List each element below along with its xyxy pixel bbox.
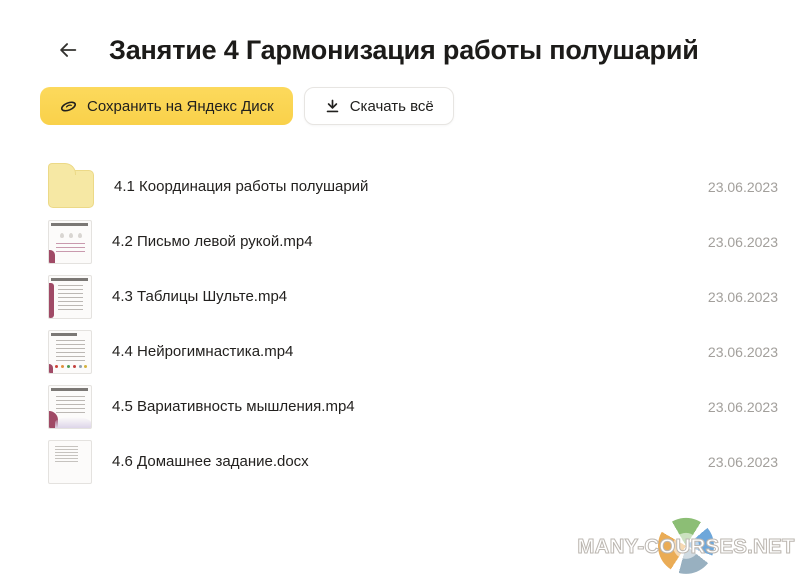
thumbnail-detail bbox=[60, 232, 64, 238]
file-name: 4.4 Нейрогимнастика.mp4 bbox=[112, 343, 294, 360]
watermark-globe-logo bbox=[658, 517, 714, 574]
video-slide-thumbnail bbox=[48, 384, 92, 429]
thumbnail-detail bbox=[56, 242, 85, 255]
thumbnail-detail bbox=[58, 284, 83, 311]
file-date: 23.06.2023 bbox=[707, 453, 778, 470]
file-name: 4.5 Вариативность мышления.mp4 bbox=[112, 398, 355, 415]
yandex-disk-saucer-icon bbox=[60, 100, 77, 112]
file-row[interactable]: 4.2 Письмо левой рукой.mp4 23.06.2023 bbox=[40, 214, 778, 269]
thumbnail-detail bbox=[51, 222, 88, 226]
download-icon bbox=[326, 99, 339, 112]
file-row[interactable]: 4.1 Координация работы полушарий 23.06.2… bbox=[40, 159, 778, 214]
file-name: 4.3 Таблицы Шульте.mp4 bbox=[112, 288, 288, 305]
file-row[interactable]: 4.3 Таблицы Шульте.mp4 23.06.2023 bbox=[40, 269, 778, 324]
file-date: 23.06.2023 bbox=[707, 343, 778, 360]
file-date: 23.06.2023 bbox=[707, 178, 778, 195]
thumbnail-detail bbox=[55, 445, 78, 464]
download-button-label: Скачать всё bbox=[349, 97, 434, 115]
yandex-disk-public-folder-page: Занятие 4 Гармонизация работы полушарий … bbox=[0, 30, 800, 586]
file-row[interactable]: 4.6 Домашнее задание.docx 23.06.2023 bbox=[40, 434, 778, 489]
arrow-left-icon bbox=[60, 43, 77, 57]
file-date: 23.06.2023 bbox=[707, 398, 778, 415]
page-title: Занятие 4 Гармонизация работы полушарий bbox=[109, 34, 699, 65]
file-list: 4.1 Координация работы полушарий 23.06.2… bbox=[40, 159, 778, 489]
video-slide-thumbnail bbox=[48, 329, 92, 374]
file-date: 23.06.2023 bbox=[707, 288, 778, 305]
save-to-yandex-disk-button[interactable]: Сохранить на Яндекс Диск bbox=[40, 87, 293, 125]
file-row[interactable]: 4.4 Нейрогимнастика.mp4 23.06.2023 bbox=[40, 324, 778, 379]
file-name: 4.2 Письмо левой рукой.mp4 bbox=[112, 233, 313, 250]
thumbnail-detail bbox=[49, 249, 55, 263]
thumbnail-detail bbox=[49, 282, 54, 318]
folder-icon bbox=[48, 163, 94, 208]
document-thumbnail bbox=[48, 439, 92, 484]
video-slide-thumbnail bbox=[48, 274, 92, 319]
file-name: 4.1 Координация работы полушарий bbox=[114, 178, 369, 195]
watermark: MANY-COURSES.NET bbox=[572, 516, 800, 578]
thumbnail-detail bbox=[56, 395, 85, 414]
thumbnail-detail bbox=[51, 387, 88, 391]
watermark-text: MANY-COURSES.NET bbox=[577, 535, 795, 559]
thumbnail-detail bbox=[56, 339, 85, 364]
video-slide-thumbnail bbox=[48, 219, 92, 264]
toolbar: Сохранить на Яндекс Диск Скачать всё bbox=[40, 87, 778, 125]
thumbnail-detail bbox=[51, 277, 88, 281]
back-button[interactable] bbox=[56, 38, 80, 62]
thumbnail-detail bbox=[55, 416, 91, 428]
thumbnail-detail bbox=[55, 364, 58, 368]
download-all-button[interactable]: Скачать всё bbox=[303, 87, 454, 125]
header: Занятие 4 Гармонизация работы полушарий bbox=[40, 30, 778, 70]
file-name: 4.6 Домашнее задание.docx bbox=[112, 453, 309, 470]
file-date: 23.06.2023 bbox=[707, 233, 778, 250]
file-row[interactable]: 4.5 Вариативность мышления.mp4 23.06.202… bbox=[40, 379, 778, 434]
thumbnail-detail bbox=[49, 410, 58, 428]
thumbnail-detail bbox=[51, 332, 77, 336]
thumbnail-detail bbox=[49, 363, 53, 373]
save-button-label: Сохранить на Яндекс Диск bbox=[87, 97, 274, 115]
